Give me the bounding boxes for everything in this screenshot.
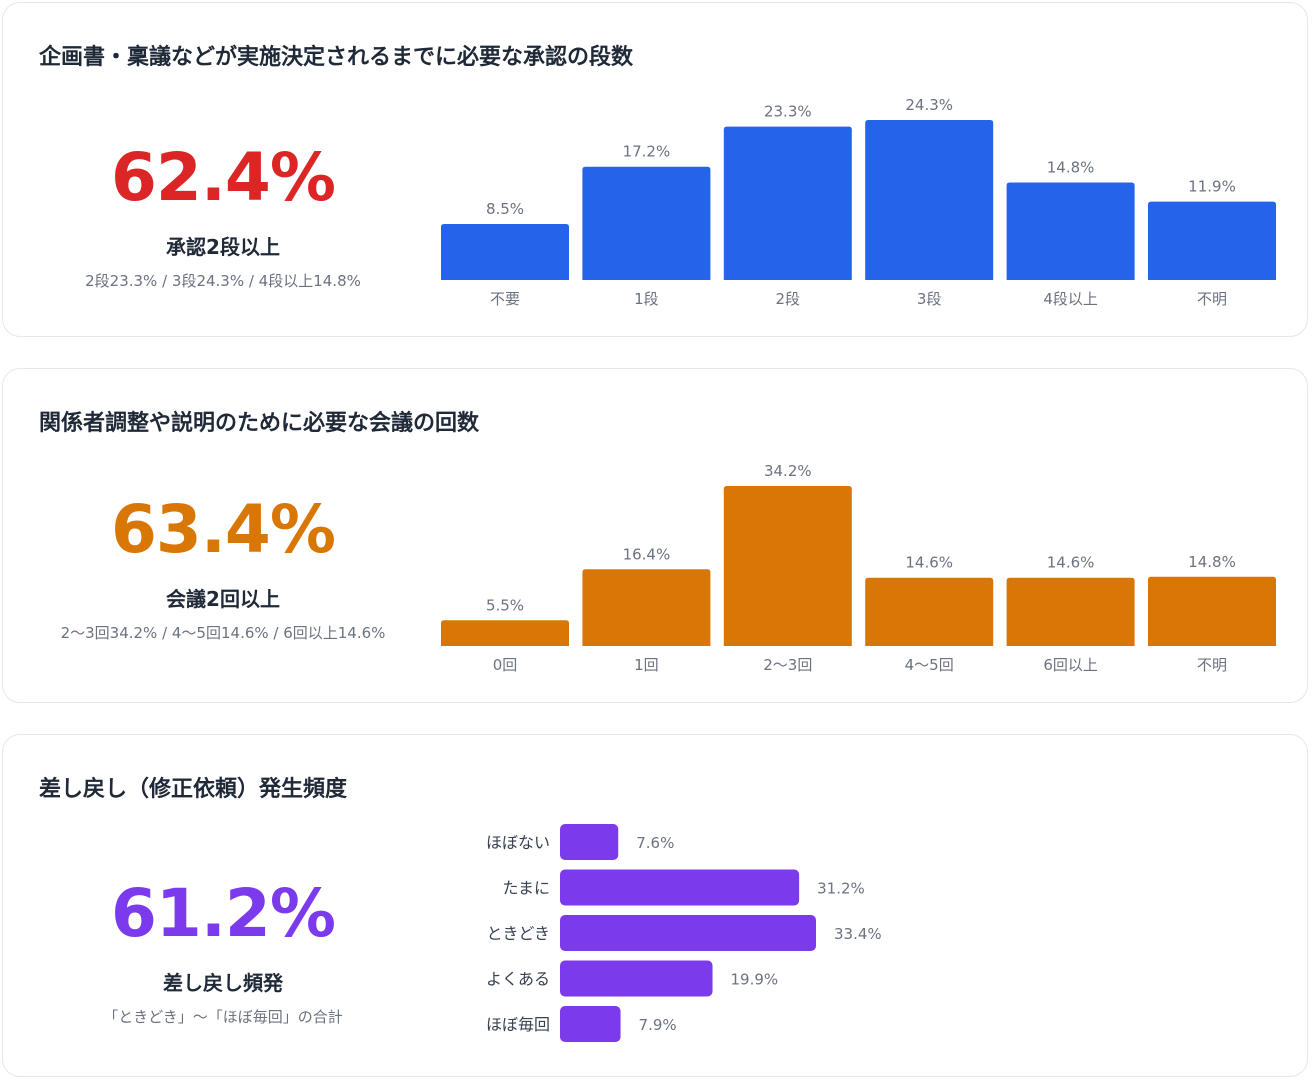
kpi-label: 差し戻し頻発 bbox=[163, 971, 283, 995]
category-tick-label: ほぼない bbox=[486, 833, 550, 852]
card-title: 差し戻し（修正依頼）発生頻度 bbox=[39, 777, 348, 802]
category-tick-label: 1段 bbox=[634, 290, 659, 308]
category-tick-label: 2〜3回 bbox=[763, 656, 812, 674]
bar bbox=[1006, 182, 1135, 280]
bar-value-label: 34.2% bbox=[764, 462, 812, 480]
bar bbox=[865, 577, 994, 646]
bar bbox=[723, 126, 852, 280]
kpi-block: 63.4% 会議2回以上 2〜3回34.2% / 4〜5回14.6% / 6回以… bbox=[23, 497, 423, 643]
kpi-label: 承認2段以上 bbox=[166, 235, 280, 259]
approval-stages-card: 企画書・稟議などが実施決定されるまでに必要な承認の段数 62.4% 承認2段以上… bbox=[2, 2, 1308, 337]
bar bbox=[582, 166, 711, 280]
bar-value-label: 8.5% bbox=[486, 200, 524, 218]
sendback-frequency-card: 差し戻し（修正依頼）発生頻度 61.2% 差し戻し頻発 「ときどき」〜「ほぼ毎回… bbox=[2, 734, 1308, 1077]
kpi-sub: 2〜3回34.2% / 4〜5回14.6% / 6回以上14.6% bbox=[60, 624, 386, 642]
bar-value-label: 5.5% bbox=[486, 596, 524, 614]
kpi-value: 61.2% bbox=[111, 875, 336, 952]
category-tick-label: 不明 bbox=[1197, 656, 1227, 674]
category-tick-label: ほぼ毎回 bbox=[486, 1015, 550, 1034]
category-tick-label: 4段以上 bbox=[1043, 290, 1098, 308]
bar-value-label: 14.6% bbox=[1047, 554, 1095, 572]
bar-value-label: 11.9% bbox=[1188, 178, 1236, 196]
bar bbox=[560, 869, 800, 906]
kpi-label: 会議2回以上 bbox=[166, 587, 280, 611]
bar bbox=[441, 620, 569, 646]
category-tick-label: よくある bbox=[486, 970, 550, 989]
bar bbox=[1148, 576, 1276, 646]
bar bbox=[1148, 201, 1276, 280]
category-tick-label: たまに bbox=[502, 879, 550, 898]
bar-value-label: 17.2% bbox=[623, 143, 671, 161]
category-tick-label: 1回 bbox=[634, 656, 659, 674]
bar-value-label: 33.4% bbox=[834, 925, 882, 943]
approval-stages-bar-chart: 8.5% 不要 17.2% 1段 23.3% 2段 24.3% 3段 14.8% 4段以上 11.9… bbox=[441, 96, 1276, 308]
bar-value-label: 31.2% bbox=[817, 880, 865, 898]
category-tick-label: 不明 bbox=[1197, 290, 1227, 308]
bar bbox=[441, 224, 569, 280]
bar-value-label: 14.8% bbox=[1047, 159, 1095, 177]
card-title: 関係者調整や説明のために必要な会議の回数 bbox=[39, 411, 480, 436]
bar-value-label: 23.3% bbox=[764, 103, 812, 121]
bar bbox=[560, 915, 816, 951]
bar bbox=[560, 824, 619, 860]
kpi-value: 63.4% bbox=[111, 491, 336, 568]
bar bbox=[582, 569, 711, 646]
category-tick-label: 3段 bbox=[917, 290, 942, 308]
bar-value-label: 14.6% bbox=[905, 554, 953, 572]
meeting-count-card: 関係者調整や説明のために必要な会議の回数 63.4% 会議2回以上 2〜3回34… bbox=[2, 368, 1308, 703]
kpi-sub: 「ときどき」〜「ほぼ毎回」の合計 bbox=[103, 1008, 343, 1026]
card-title: 企画書・稟議などが実施決定されるまでに必要な承認の段数 bbox=[39, 45, 634, 70]
kpi-sub: 2段23.3% / 3段24.3% / 4段以上14.8% bbox=[85, 272, 361, 290]
category-tick-label: ときどき bbox=[486, 924, 550, 943]
kpi-value: 62.4% bbox=[111, 139, 336, 216]
bar-value-label: 24.3% bbox=[905, 96, 953, 114]
bar bbox=[1006, 577, 1135, 646]
category-tick-label: 6回以上 bbox=[1043, 656, 1098, 674]
category-tick-label: 不要 bbox=[490, 290, 520, 308]
bar-value-label: 14.8% bbox=[1188, 553, 1236, 571]
bar bbox=[865, 120, 994, 280]
category-tick-label: 4〜5回 bbox=[905, 656, 954, 674]
kpi-block: 62.4% 承認2段以上 2段23.3% / 3段24.3% / 4段以上14.… bbox=[23, 145, 423, 291]
kpi-block: 61.2% 差し戻し頻発 「ときどき」〜「ほぼ毎回」の合計 bbox=[23, 881, 423, 1027]
bar bbox=[560, 1006, 621, 1042]
sendback-frequency-bar-chart: ほぼない 7.6% たまに 31.2% ときどき 33.4% よくある 19.9% ほぼ毎回 7.… bbox=[486, 824, 882, 1042]
bar bbox=[560, 960, 713, 997]
bar bbox=[723, 486, 852, 646]
bar-value-label: 7.6% bbox=[636, 834, 674, 852]
meeting-count-bar-chart: 5.5% 0回 16.4% 1回 34.2% 2〜3回 14.6% 4〜5回 14.6% 6回以上… bbox=[441, 462, 1276, 674]
bar-value-label: 19.9% bbox=[731, 971, 779, 989]
category-tick-label: 2段 bbox=[776, 290, 801, 308]
bar-value-label: 16.4% bbox=[623, 545, 671, 563]
bar-value-label: 7.9% bbox=[639, 1016, 677, 1034]
category-tick-label: 0回 bbox=[493, 656, 518, 674]
